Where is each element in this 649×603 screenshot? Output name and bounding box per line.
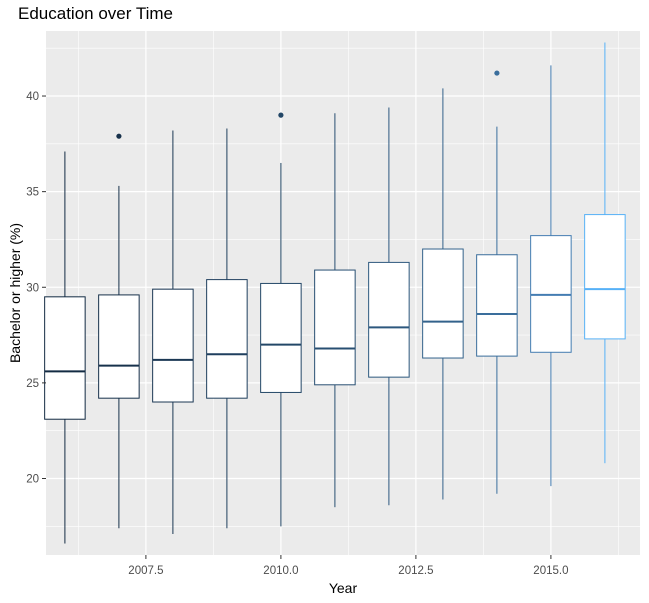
x-axis-label: Year [329,580,358,596]
box-2014 [476,70,518,494]
box-body [422,248,464,359]
box-2011 [314,113,356,508]
outlier-point [116,133,122,139]
axis-ticks: 2007.5 2010.0 2012.5 2015.0 20 25 30 35 40 [26,91,568,577]
box-2008 [152,130,194,534]
x-tick-label: 2010.0 [263,565,298,577]
box-body [152,288,194,403]
outlier-point [494,70,500,76]
y-tick-label: 35 [26,187,39,199]
y-tick-label: 25 [26,378,39,390]
box-body [206,279,248,399]
box-2006 [44,151,86,544]
box-2016 [584,42,626,464]
box-body [314,269,356,386]
box-body [44,296,86,420]
box-2009 [206,128,248,529]
y-tick-label: 30 [26,282,39,294]
x-tick-label: 2015.0 [533,565,568,577]
box-2007 [98,133,140,529]
x-tick-label: 2007.5 [128,565,163,577]
box-body [368,261,410,378]
y-tick-label: 20 [26,474,39,486]
chart-title: Education over Time [18,4,173,23]
box-2013 [422,88,464,500]
y-axis-label: Bachelor or higher (%) [7,223,23,363]
box-body [98,294,140,399]
boxes-layer [44,42,626,544]
box-body [584,214,626,340]
x-tick-label: 2012.5 [398,565,433,577]
y-tick-label: 40 [26,91,39,103]
box-body [260,282,302,393]
box-2012 [368,107,410,506]
box-body [476,254,518,357]
box-2010 [260,112,302,527]
box-2015 [530,65,572,487]
outlier-point [278,112,284,118]
